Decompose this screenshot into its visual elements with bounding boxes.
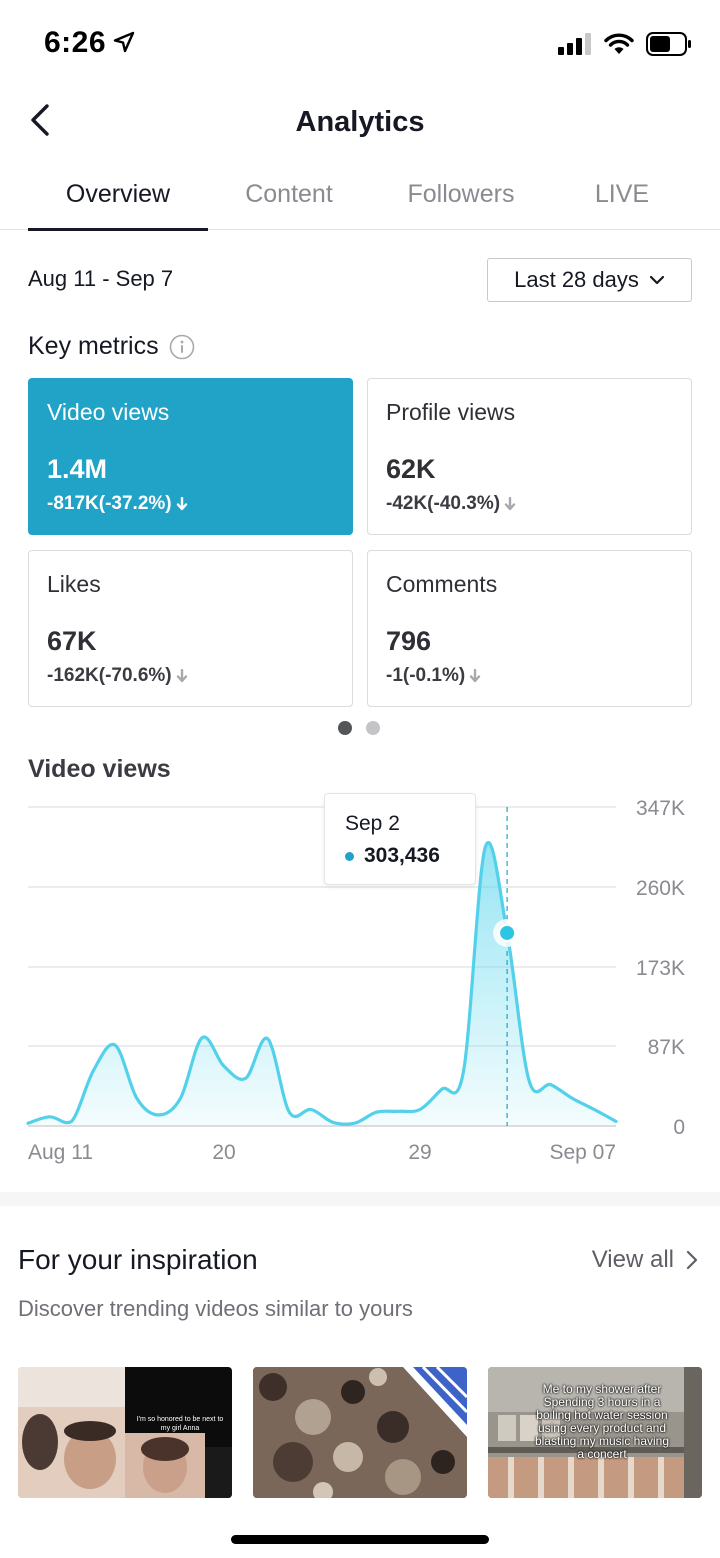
wifi-icon	[604, 33, 634, 54]
metric-delta-text: -162K(-70.6%)	[47, 665, 172, 686]
date-range: Aug 11 - Sep 7	[28, 266, 174, 291]
view-all-link[interactable]: View all	[592, 1246, 698, 1274]
tab-overview[interactable]: Overview	[28, 166, 208, 231]
metric-card-likes[interactable]: Likes 67K -162K(-70.6%)	[28, 550, 353, 707]
metrics-pager	[338, 721, 380, 735]
inspiration-video-thumbnail[interactable]: I'm so honored to be next to my girl Ann…	[18, 1367, 232, 1498]
y-tick-label: 260K	[636, 877, 685, 900]
battery-icon	[646, 32, 691, 56]
arrow-down-icon	[176, 669, 187, 683]
thumbnail-caption: Me to my shower after Spending 3 hours i…	[534, 1382, 670, 1461]
inspiration-video-thumbnail[interactable]: Me to my shower after Spending 3 hours i…	[488, 1367, 702, 1498]
thumbnail-image	[488, 1367, 702, 1498]
info-icon[interactable]	[169, 334, 195, 360]
metric-name: Comments	[386, 571, 498, 597]
tab-live[interactable]: LIVE	[594, 180, 650, 208]
series-area	[28, 842, 616, 1126]
arrow-down-icon	[469, 669, 481, 683]
metric-value: 1.4M	[47, 454, 108, 484]
status-icons	[558, 30, 692, 58]
metric-name: Likes	[47, 571, 101, 597]
period-dropdown[interactable]: Last 28 days	[487, 258, 692, 302]
arrow-down-icon	[176, 497, 187, 511]
metric-card-video-views[interactable]: Video views 1.4M -817K(-37.2%)	[28, 378, 353, 535]
tooltip-date: Sep 2	[345, 812, 400, 835]
tooltip-value: 303,436	[364, 844, 440, 867]
y-axis: 347K 260K 173K 87K 0	[636, 797, 685, 1139]
view-all-label: View all	[591, 1246, 674, 1273]
period-dropdown-label: Last 28 days	[514, 267, 639, 292]
thumbnail-image	[253, 1367, 467, 1498]
pager-dot-active[interactable]	[338, 721, 352, 735]
chart-title: Video views	[28, 755, 171, 783]
home-indicator	[231, 1535, 489, 1544]
chart-tooltip: Sep 2 303,436	[324, 793, 476, 885]
highlight-point[interactable]	[498, 923, 517, 942]
arrow-down-icon	[504, 497, 516, 511]
status-time: 6:26	[44, 26, 107, 59]
metric-value: 796	[386, 626, 432, 656]
key-metrics-heading: Key metrics	[28, 332, 195, 361]
tooltip-series-dot	[345, 851, 354, 861]
metric-delta: -817K(-37.2%)	[47, 493, 334, 515]
x-tick-label: 20	[212, 1141, 235, 1164]
location-arrow-icon	[113, 31, 135, 53]
metric-delta: -162K(-70.6%)	[47, 665, 334, 687]
status-bar: 6:26	[0, 0, 720, 88]
tab-content[interactable]: Content	[245, 180, 333, 208]
tab-followers[interactable]: Followers	[407, 180, 515, 208]
x-axis: Aug 11 20 29 Sep 07	[28, 1141, 616, 1164]
back-button[interactable]	[18, 98, 62, 142]
y-tick-label: 173K	[636, 957, 685, 980]
x-tick-label: 29	[408, 1141, 431, 1164]
x-tick-label: Sep 07	[549, 1141, 616, 1164]
pager-dot[interactable]	[366, 721, 380, 735]
page-title: Analytics	[295, 106, 425, 138]
metric-card-comments[interactable]: Comments 796 -1(-0.1%)	[367, 550, 692, 707]
thumbnail-image	[18, 1367, 232, 1498]
metric-delta-text: -42K(-40.3%)	[386, 493, 501, 514]
chevron-down-icon	[649, 275, 664, 285]
y-tick-label: 347K	[636, 797, 685, 820]
video-views-chart[interactable]: 347K 260K 173K 87K 0 Aug 11 20 29 Sep 07	[0, 790, 720, 1180]
cellular-signal-icon	[558, 33, 591, 55]
metric-delta: -1(-0.1%)	[386, 665, 673, 687]
tooltip-value-row: 303,436	[345, 844, 455, 868]
metric-delta: -42K(-40.3%)	[386, 493, 673, 515]
inspiration-title: For your inspiration	[18, 1244, 258, 1275]
y-tick-label: 0	[673, 1116, 685, 1139]
metric-name: Profile views	[386, 399, 516, 425]
metric-value: 62K	[386, 454, 436, 484]
thumbnail-caption: I'm so honored to be next to my girl Ann…	[136, 1416, 224, 1432]
metric-delta-text: -1(-0.1%)	[386, 665, 466, 686]
metric-card-profile-views[interactable]: Profile views 62K -42K(-40.3%)	[367, 378, 692, 535]
chevron-right-icon	[686, 1250, 698, 1270]
x-tick-label: Aug 11	[28, 1141, 93, 1164]
inspiration-subtitle: Discover trending videos similar to your…	[18, 1296, 413, 1321]
metric-delta-text: -817K(-37.2%)	[47, 493, 172, 514]
analytics-tabs: Overview Content Followers LIVE	[0, 166, 720, 231]
inspiration-video-thumbnail[interactable]	[253, 1367, 467, 1498]
key-metrics-label: Key metrics	[28, 332, 159, 360]
section-divider	[0, 1192, 720, 1206]
chevron-left-icon	[31, 104, 49, 136]
metric-name: Video views	[47, 399, 170, 425]
y-tick-label: 87K	[648, 1036, 685, 1059]
series-line	[26, 841, 618, 1126]
header: Analytics	[0, 88, 720, 158]
metric-value: 67K	[47, 626, 97, 656]
